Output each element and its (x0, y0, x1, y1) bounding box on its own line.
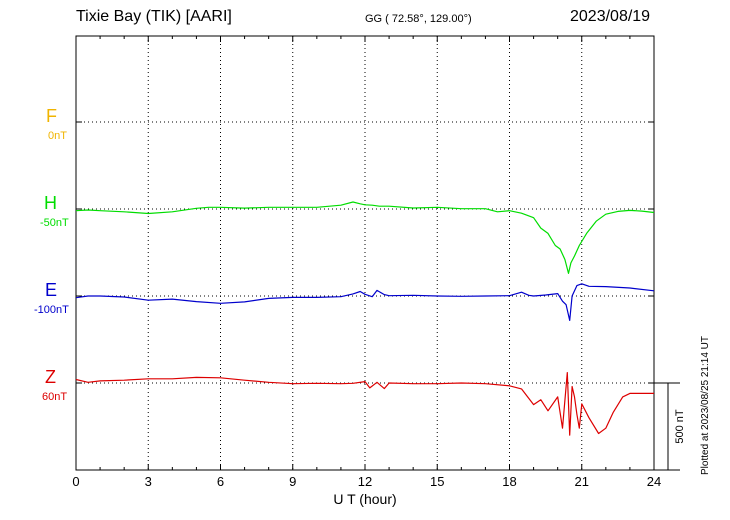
channel-label-z: Z (45, 367, 56, 387)
channel-offset-f: 0nT (48, 130, 67, 142)
plotted-timestamp: Plotted at 2023/08/25 21:14 UT (700, 336, 711, 475)
x-tick-label: 12 (358, 474, 372, 489)
scale-bar-label: 500 nT (674, 409, 686, 444)
scale-bar: 500 nT (654, 382, 686, 471)
grid-lines (76, 36, 654, 470)
x-tick-label: 18 (502, 474, 516, 489)
channel-offset-h: -50nT (40, 217, 69, 229)
x-axis-title: U T (hour) (333, 491, 396, 507)
channel-label-e: E (45, 280, 58, 300)
channel-label-h: H (44, 193, 57, 213)
station-title: Tixie Bay (TIK) [AARI] (76, 8, 232, 25)
chart-date: 2023/08/19 (570, 8, 651, 25)
x-tick-label: 3 (145, 474, 152, 489)
channel-offset-e: -100nT (34, 304, 69, 316)
x-axis-ticks: 0 3 6 9 12 15 18 21 24 (72, 36, 661, 489)
series-line-h (75, 201, 655, 274)
x-tick-label: 6 (217, 474, 224, 489)
series-line-z (75, 372, 654, 436)
x-tick-label: 24 (647, 474, 661, 489)
geographic-coordinates: GG ( 72.58°, 129.00°) (365, 13, 472, 25)
x-tick-label: 21 (575, 474, 589, 489)
x-tick-label: 9 (289, 474, 296, 489)
x-tick-label: 0 (72, 474, 79, 489)
channel-offset-z: 60nT (42, 391, 68, 403)
x-tick-label: 15 (430, 474, 444, 489)
series-group (75, 201, 655, 436)
channel-label-f: F (46, 106, 57, 126)
series-line-e (75, 283, 655, 321)
